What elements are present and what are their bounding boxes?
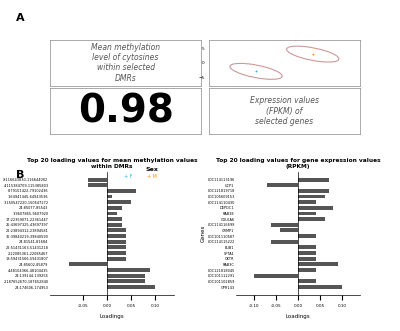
Bar: [107, 217, 122, 221]
Bar: [298, 262, 338, 266]
Bar: [298, 217, 324, 221]
Bar: [107, 228, 126, 232]
Bar: [107, 212, 117, 215]
X-axis label: Loadings: Loadings: [100, 314, 124, 319]
Bar: [107, 234, 126, 238]
Bar: [107, 285, 155, 289]
Bar: [280, 228, 298, 232]
Text: B: B: [16, 170, 24, 180]
Bar: [298, 195, 324, 199]
Bar: [298, 177, 329, 181]
Bar: [298, 285, 342, 289]
Bar: [107, 279, 145, 283]
Text: A: A: [16, 13, 25, 23]
Bar: [272, 223, 298, 227]
Bar: [272, 240, 298, 244]
Bar: [107, 223, 122, 227]
Bar: [107, 200, 131, 204]
Bar: [298, 234, 316, 238]
Y-axis label: DMRs: DMRs: [0, 225, 2, 241]
X-axis label: Loadings: Loadings: [286, 314, 310, 319]
Bar: [107, 189, 136, 193]
Text: Sex: Sex: [146, 167, 158, 172]
Text: 0.98: 0.98: [78, 92, 174, 130]
Bar: [107, 195, 112, 199]
Bar: [298, 189, 329, 193]
Title: Top 20 loading values for gene expression values
(RPKM): Top 20 loading values for gene expressio…: [216, 158, 380, 169]
Title: Top 20 loading values for mean methylation values
within DMRs: Top 20 loading values for mean methylati…: [27, 158, 197, 169]
Bar: [88, 177, 107, 181]
Y-axis label: Genes: Genes: [201, 225, 206, 242]
Bar: [88, 183, 107, 187]
Text: + M: + M: [147, 174, 157, 179]
Bar: [107, 257, 126, 261]
Text: Expression values
(FPKM) of
selected genes: Expression values (FPKM) of selected gen…: [250, 96, 319, 126]
Bar: [298, 206, 334, 210]
Bar: [107, 251, 126, 255]
Bar: [254, 274, 298, 278]
Bar: [298, 251, 316, 255]
Bar: [298, 200, 316, 204]
Bar: [107, 206, 122, 210]
Bar: [298, 246, 316, 250]
Bar: [107, 240, 126, 244]
Bar: [298, 279, 316, 283]
Bar: [298, 268, 316, 272]
Text: + F: + F: [124, 174, 132, 179]
Bar: [267, 183, 298, 187]
Bar: [298, 212, 316, 215]
Bar: [298, 257, 316, 261]
Bar: [107, 274, 145, 278]
Bar: [107, 268, 150, 272]
Bar: [107, 246, 126, 250]
Text: Mean methylation
level of cytosines
within selected
DMRs: Mean methylation level of cytosines with…: [91, 43, 160, 83]
Bar: [69, 262, 107, 266]
